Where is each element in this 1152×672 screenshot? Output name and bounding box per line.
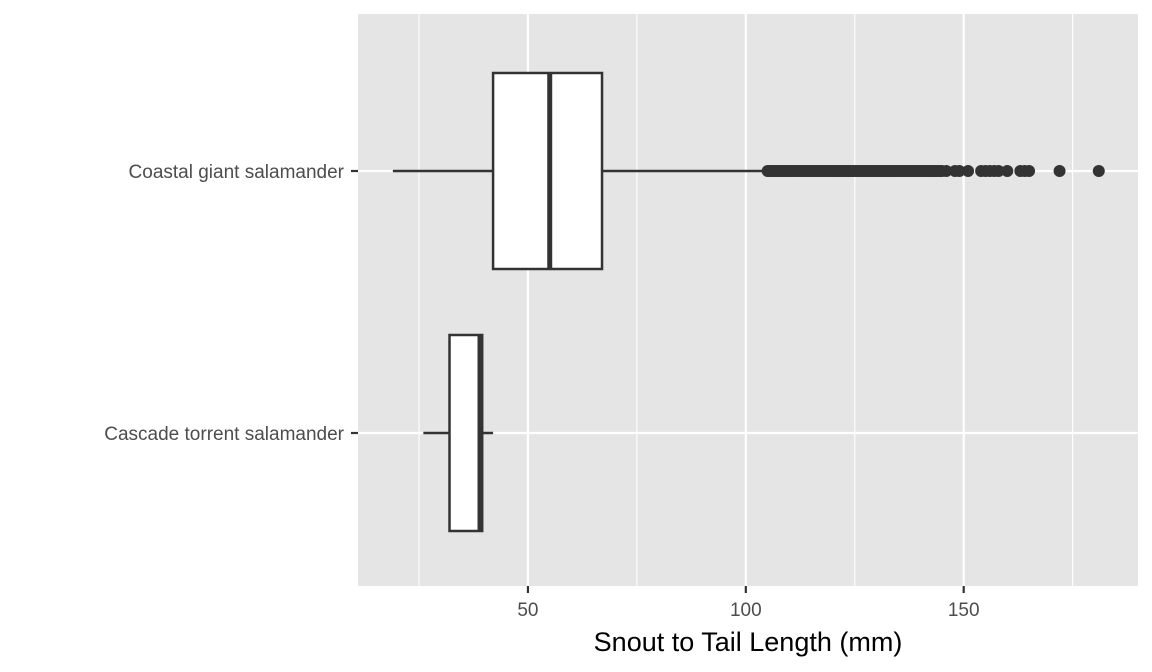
x-tick-label: 150	[948, 600, 980, 621]
panel-background	[358, 14, 1138, 586]
minor-gridlines	[418, 14, 1074, 586]
outlier-point	[1001, 165, 1014, 177]
outlier-point	[1023, 165, 1036, 177]
outlier-point	[992, 165, 1005, 177]
box-group	[392, 71, 1105, 271]
x-tick-label: 50	[517, 600, 538, 621]
boxes	[392, 71, 1105, 533]
x-axis: 50 100 150	[517, 586, 980, 621]
outlier-point	[962, 165, 975, 177]
x-tick-label: 100	[730, 600, 762, 621]
x-axis-title: Snout to Tail Length (mm)	[594, 627, 903, 657]
outlier-point	[940, 165, 953, 177]
outlier-point	[1053, 165, 1066, 177]
y-axis: Coastal giant salamander Cascade torrent …	[104, 162, 358, 445]
y-tick-label: Cascade torrent salamander	[104, 424, 344, 445]
box-group	[423, 333, 494, 533]
y-tick-label: Coastal giant salamander	[129, 162, 345, 183]
outlier-point	[953, 165, 966, 177]
outlier-point	[1092, 165, 1105, 177]
box-iqr	[448, 333, 484, 533]
